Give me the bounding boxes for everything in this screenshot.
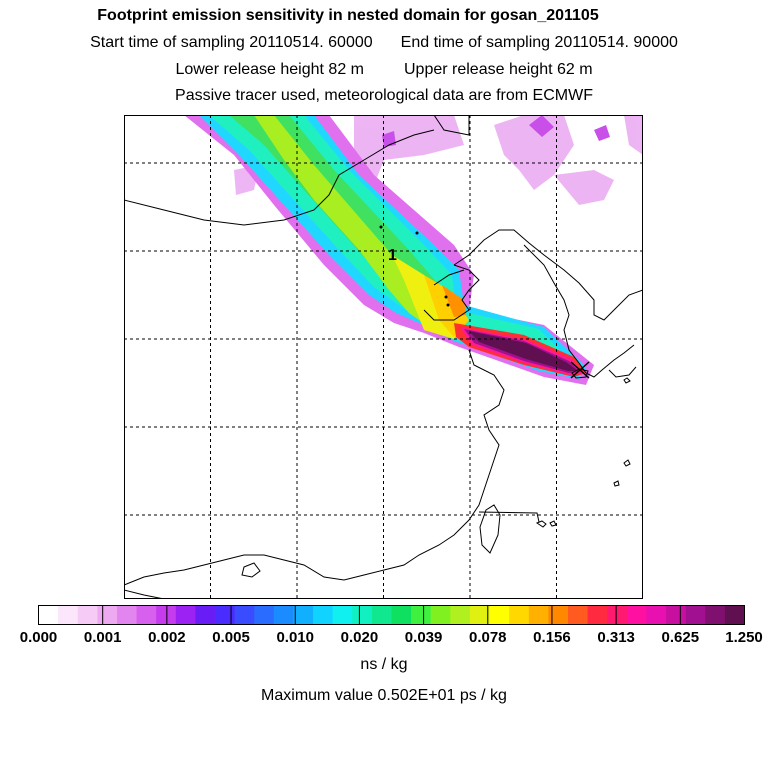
colorbar-cell xyxy=(371,605,392,625)
colorbar-cell xyxy=(646,605,667,625)
colorbar-cell xyxy=(724,605,745,625)
colorbar-tick-label: 0.020 xyxy=(340,629,379,646)
tracer-note: Passive tracer used, meteorological data… xyxy=(175,87,593,104)
colorbar-cell xyxy=(509,605,530,625)
colorbar-tick-label: 0.010 xyxy=(276,629,314,646)
release-heights: Lower release height 82 m Upper release h… xyxy=(0,61,768,79)
colorbar-cell xyxy=(273,605,294,625)
colorbar-cell xyxy=(568,605,589,625)
colorbar-cells xyxy=(38,605,745,625)
colorbar-cell xyxy=(234,605,255,625)
receptor-x-marker xyxy=(570,361,590,379)
maximum-value: Maximum value 0.502E+01 ps / kg xyxy=(261,687,507,704)
colorbar-cell xyxy=(97,605,118,625)
island-south xyxy=(241,562,261,578)
colorbar-tick-label: 0.005 xyxy=(212,629,250,646)
colorbar-tick-label: 0.625 xyxy=(661,629,700,646)
colorbar-tick-label: 0.156 xyxy=(533,629,571,646)
colorbar-cell xyxy=(293,605,314,625)
colorbar-cell xyxy=(58,605,79,625)
colorbar-tick-label: 0.039 xyxy=(404,629,443,646)
colorbar-cell xyxy=(136,605,157,625)
upper-release-text: Upper release height 62 m xyxy=(404,61,593,78)
colorbar-cell xyxy=(77,605,98,625)
station-dots xyxy=(379,225,450,307)
sampling-times: Start time of sampling 20110514. 60000 En… xyxy=(0,34,768,52)
colorbar-cell xyxy=(430,605,451,625)
island-taiwan xyxy=(479,504,501,554)
colorbar-cell xyxy=(391,605,412,625)
lat-lon-grid xyxy=(124,115,643,599)
colorbar-cell xyxy=(195,605,216,625)
colorbar-cell xyxy=(352,605,373,625)
colorbar-tick-label: 0.002 xyxy=(148,629,186,646)
colorbar-cell xyxy=(685,605,706,625)
colorbar-tick-label: 0.313 xyxy=(597,629,635,646)
colorbar-cell xyxy=(607,605,628,625)
start-sampling-text: Start time of sampling 20110514. 60000 xyxy=(90,34,373,51)
colorbar-cell xyxy=(411,605,432,625)
colorbar-cell xyxy=(254,605,275,625)
colorbar-cell xyxy=(450,605,471,625)
colorbar-tick-label: 1.250 xyxy=(725,629,763,646)
coastlines xyxy=(124,115,643,599)
colorbar-tick-label: 0.078 xyxy=(468,629,507,646)
colorbar-cell xyxy=(489,605,510,625)
colorbar-cell xyxy=(313,605,334,625)
colorbar-cell xyxy=(332,605,353,625)
colorbar-cell xyxy=(116,605,138,625)
map-frame xyxy=(124,115,643,599)
end-sampling-text: End time of sampling 20110514. 90000 xyxy=(400,34,678,51)
low-sensitivity-patches xyxy=(234,115,643,205)
colorbar xyxy=(38,605,745,625)
colorbar-cell xyxy=(528,605,549,625)
plume xyxy=(184,115,594,385)
colorbar-cell xyxy=(548,605,569,625)
lower-release-text: Lower release height 82 m xyxy=(175,61,364,78)
colorbar-cell xyxy=(156,605,177,625)
footprint-map: 1 xyxy=(124,115,643,599)
map-title: Footprint emission sensitivity in nested… xyxy=(97,7,599,24)
trajectory-label: 1 xyxy=(388,247,397,264)
colorbar-cell xyxy=(626,605,647,625)
colorbar-cell xyxy=(587,605,608,625)
colorbar-cell xyxy=(705,605,726,625)
colorbar-cell xyxy=(38,605,59,625)
colorbar-unit: ns / kg xyxy=(360,656,408,673)
colorbar-cell xyxy=(469,605,491,625)
colorbar-cell xyxy=(666,605,687,625)
colorbar-cell xyxy=(175,605,196,625)
colorbar-tick-label: 0.001 xyxy=(83,629,122,646)
island-jeju xyxy=(571,368,589,379)
colorbar-cell xyxy=(215,605,236,625)
colorbar-tick-label: 0.000 xyxy=(19,629,58,646)
